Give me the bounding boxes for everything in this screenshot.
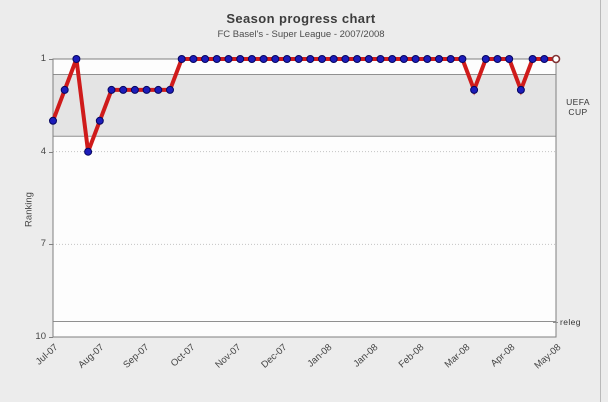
data-point [84,147,93,156]
y-tick-label: 1 [40,53,46,64]
data-point [72,55,81,63]
relegation-zone-label: releg [560,317,581,327]
data-point [224,55,233,63]
data-point [49,116,57,125]
y-tick-label: 4 [40,145,46,157]
data-point [130,85,139,94]
data-point [470,85,479,94]
data-point [364,55,373,63]
data-point [481,55,490,63]
data-point [505,55,514,63]
y-tick-label: 10 [35,331,46,342]
data-point [435,55,443,63]
data-point [294,55,303,63]
data-point [376,55,385,63]
data-point [540,55,549,63]
data-point [353,55,362,63]
data-point [306,55,315,63]
data-point [493,55,502,63]
data-point [516,85,525,94]
data-point [142,85,151,94]
data-point [247,55,256,63]
uefa-cup-zone-label: UEFA CUP [557,97,599,117]
chart-widget-right-border [600,0,601,402]
data-point [60,85,69,94]
chart-title: Season progress chart [226,11,376,26]
data-point [423,55,432,63]
uefa-cup-zone-label-line1: UEFA [566,97,590,107]
data-point [212,55,221,63]
y-tick-label: 7 [40,238,46,250]
data-point [201,55,210,63]
relegation-line-tick [553,322,558,323]
x-tick-label: May-08 [532,342,564,372]
y-tick-mark [49,337,53,338]
data-point [399,55,408,63]
data-point [166,85,174,94]
chart-subtitle: FC Basel's - Super League - 2007/2008 [217,29,385,40]
data-point [341,55,350,63]
data-point [271,55,280,63]
data-point [329,55,338,63]
data-point [388,55,397,63]
data-point [411,55,420,63]
data-point [107,85,116,94]
data-point [318,55,326,63]
data-point [528,55,537,63]
data-point [446,55,455,63]
uefa-cup-band [53,74,556,137]
uefa-cup-zone-label-line2: CUP [568,107,588,117]
y-tick-mark [49,151,53,153]
y-tick-mark [49,244,53,246]
data-point [458,55,467,63]
data-point [189,55,198,63]
data-point [259,55,268,63]
y-tick-mark [49,59,53,60]
data-point [283,55,291,63]
data-point [236,55,245,63]
data-point [154,85,163,94]
plot-area [49,54,561,338]
data-point-open [551,54,561,64]
data-point [177,55,186,63]
data-point [119,85,128,94]
data-point [95,116,104,125]
